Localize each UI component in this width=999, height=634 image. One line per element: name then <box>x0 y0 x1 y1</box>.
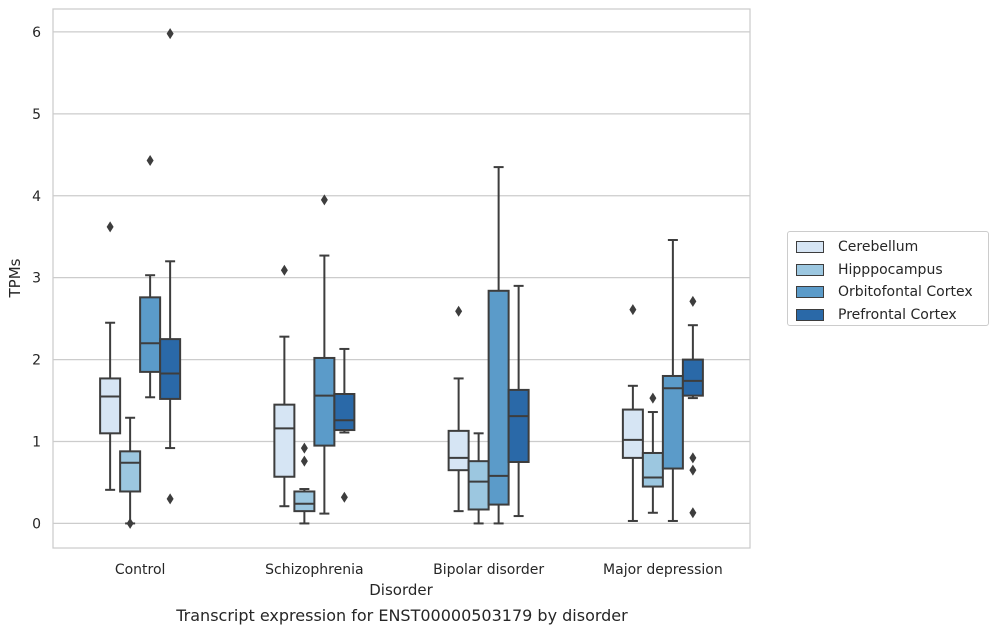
chart-caption: Transcript expression for ENST0000050317… <box>176 606 628 625</box>
iqr-box <box>467 460 490 511</box>
legend-swatch-cerebellum <box>796 241 824 254</box>
legend-swatch-hippocampus <box>796 263 824 276</box>
box-plot-cerebellum <box>99 221 122 491</box>
legend-item-orbitofrontal-cortex: Orbitofontal Cortex <box>792 281 988 304</box>
outlier-marker <box>166 28 174 40</box>
legend-item-hippocampus: Hipppocampus <box>792 259 988 282</box>
outlier-marker <box>455 305 463 317</box>
legend-item-prefrontal-cortex: Prefrontal Cortex <box>792 304 988 327</box>
iqr-box <box>487 289 510 506</box>
iqr-box <box>293 490 316 513</box>
outlier-marker <box>300 455 308 467</box>
outlier-marker <box>340 491 348 503</box>
outlier-marker <box>106 221 114 233</box>
box-plot-prefrontal-cortex <box>159 28 182 505</box>
iqr-box <box>139 296 162 373</box>
outlier-marker <box>146 155 154 167</box>
legend-item-cerebellum: Cerebellum <box>792 236 988 259</box>
plot-frame <box>52 8 751 549</box>
outlier-marker <box>689 295 697 307</box>
box-plot-hipppocampus <box>467 432 490 525</box>
chart-legend: Cerebellum Hipppocampus Orbitofontal Cor… <box>787 231 989 326</box>
outlier-marker <box>126 517 134 529</box>
y-axis-label: TPMs <box>6 258 24 298</box>
iqr-box <box>99 377 122 435</box>
iqr-box <box>119 450 142 493</box>
x-tick-label: Schizophrenia <box>265 562 363 578</box>
box-plot-cerebellum <box>447 305 470 513</box>
box-plot-cerebellum <box>273 264 296 508</box>
x-tick-label: Control <box>115 562 166 578</box>
box-plot-orbitofontal-cortex <box>313 194 336 515</box>
x-tick-label: Major depression <box>603 562 723 578</box>
box-plot-prefrontal-cortex <box>507 284 530 518</box>
y-tick-label: 3 <box>32 271 41 287</box>
outlier-marker <box>649 392 657 404</box>
outlier-marker <box>689 507 697 519</box>
legend-label-prefrontal-cortex: Prefrontal Cortex <box>838 306 957 323</box>
iqr-box <box>641 451 664 488</box>
outlier-marker <box>689 452 697 464</box>
iqr-box <box>159 338 182 400</box>
iqr-box <box>681 358 704 397</box>
y-tick-label: 6 <box>32 25 41 41</box>
iqr-box <box>273 403 296 478</box>
y-tick-label: 2 <box>32 353 41 369</box>
iqr-box <box>661 374 684 470</box>
box-plot-orbitofontal-cortex <box>487 166 510 525</box>
legend-label-orbitofrontal-cortex: Orbitofontal Cortex <box>838 284 973 301</box>
y-tick-label: 0 <box>32 516 41 532</box>
legend-swatch-prefrontal-cortex <box>796 308 824 321</box>
y-tick-labels: 0 1 2 3 4 5 6 <box>32 25 41 532</box>
box-plot-orbitofontal-cortex <box>661 239 684 522</box>
legend-label-hippocampus: Hipppocampus <box>838 261 943 278</box>
y-tick-label: 1 <box>32 435 41 451</box>
outlier-marker <box>300 442 308 454</box>
box-plot-prefrontal-cortex <box>681 295 704 519</box>
box-plot-hipppocampus <box>293 442 316 525</box>
iqr-box <box>333 393 356 432</box>
x-tick-label: Bipolar disorder <box>433 562 544 578</box>
y-tick-label: 4 <box>32 189 41 205</box>
iqr-box <box>447 429 470 472</box>
box-plot-prefrontal-cortex <box>333 347 356 503</box>
y-gridlines <box>53 31 750 525</box>
outlier-marker <box>280 264 288 276</box>
box-plot-series <box>99 28 704 529</box>
box-plot-hipppocampus <box>641 392 664 514</box>
legend-label-cerebellum: Cerebellum <box>838 239 919 256</box>
outlier-marker <box>629 304 637 316</box>
box-plot-cerebellum <box>621 304 644 522</box>
outlier-marker <box>689 464 697 476</box>
iqr-box <box>621 408 644 459</box>
x-axis-label: Disorder <box>369 581 433 599</box>
box-plot-orbitofontal-cortex <box>139 155 162 399</box>
box-plot-hipppocampus <box>119 416 142 529</box>
outlier-marker <box>320 194 328 206</box>
legend-swatch-orbitofrontal-cortex <box>796 286 824 299</box>
iqr-box <box>313 356 336 447</box>
iqr-box <box>507 388 530 463</box>
x-tick-labels: Control Schizophrenia Bipolar disorder Majo… <box>115 562 723 578</box>
y-tick-label: 5 <box>32 107 41 123</box>
outlier-marker <box>166 493 174 505</box>
